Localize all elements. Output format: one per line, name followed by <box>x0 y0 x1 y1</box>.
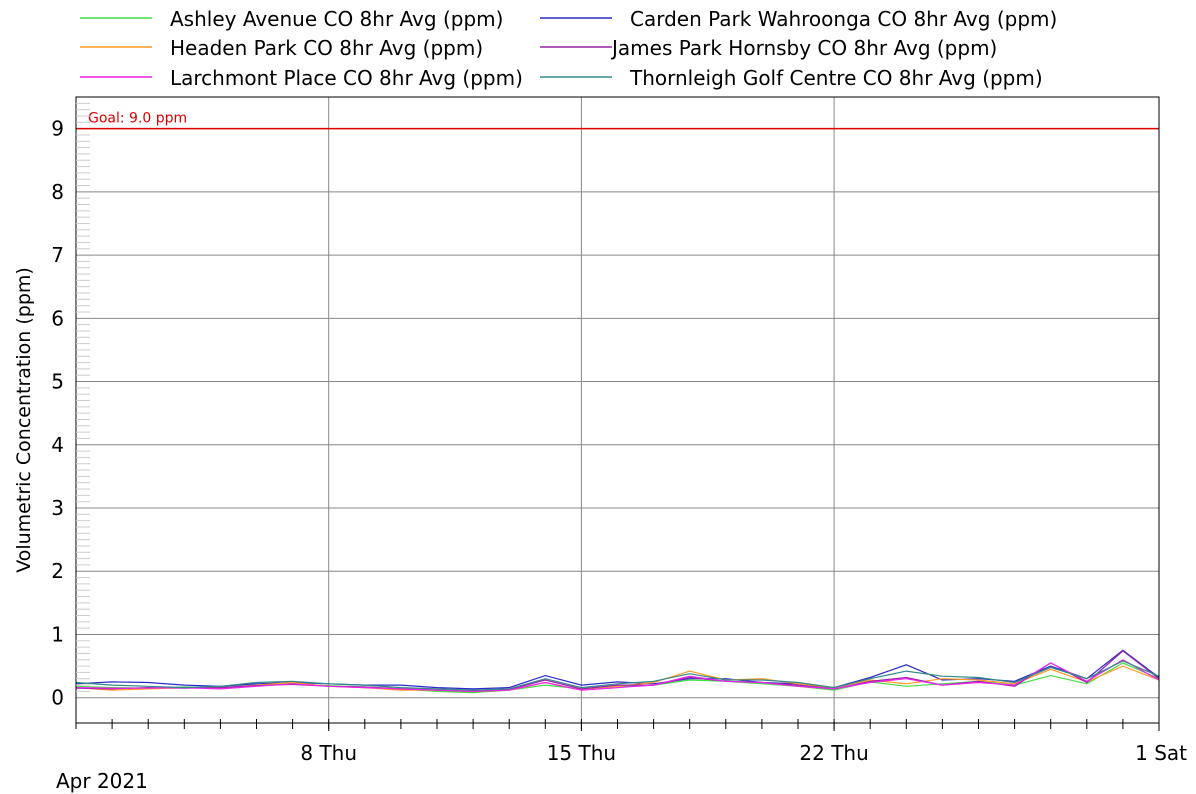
y-tick-label: 7 <box>51 243 64 267</box>
y-tick-label: 9 <box>51 117 64 141</box>
series-line <box>75 660 1160 691</box>
y-tick-label: 3 <box>51 496 64 520</box>
month-label: Apr 2021 <box>56 769 148 793</box>
y-tick-label: 0 <box>51 686 64 710</box>
y-tick-label: 8 <box>51 180 64 204</box>
y-axis-label: Volumetric Concentration (ppm) <box>13 267 35 573</box>
legend-item-label: Thornleigh Golf Centre CO 8hr Avg (ppm) <box>629 66 1043 90</box>
series-line <box>75 659 1160 693</box>
x-tick-label: 22 Thu <box>799 741 868 765</box>
y-tick-label: 1 <box>51 622 64 646</box>
y-tick-label: 6 <box>51 306 64 330</box>
series-group: Goal: 9.0 ppm <box>75 111 1160 694</box>
y-tick-label: 2 <box>51 559 64 583</box>
x-tick-label: 8 Thu <box>300 741 357 765</box>
legend-item-label: James Park Hornsby CO 8hr Avg (ppm) <box>610 36 997 60</box>
y-tick-label: 5 <box>51 370 64 394</box>
series-line <box>75 649 1160 690</box>
legend-item-label: Larchmont Place CO 8hr Avg (ppm) <box>170 66 523 90</box>
grid <box>76 97 1160 723</box>
y-tick-label: 4 <box>51 433 64 457</box>
x-tick-label: 1 Sat <box>1135 741 1187 765</box>
plot-frame <box>75 96 1160 724</box>
axes: 0 1 2 3 4 5 6 7 8 9 8 Thu 15 Thu 22 Thu 1 Sat <box>51 102 1187 765</box>
legend: Ashley Avenue CO 8hr Avg (ppm) Carden Par… <box>80 7 1057 90</box>
legend-item-label: Carden Park Wahroonga CO 8hr Avg (ppm) <box>630 7 1057 31</box>
x-tick-label: 15 Thu <box>547 741 616 765</box>
legend-item-label: Ashley Avenue CO 8hr Avg (ppm) <box>170 7 503 31</box>
goal-label: Goal: 9.0 ppm <box>88 111 187 127</box>
legend-item-label: Headen Park CO 8hr Avg (ppm) <box>170 36 483 60</box>
